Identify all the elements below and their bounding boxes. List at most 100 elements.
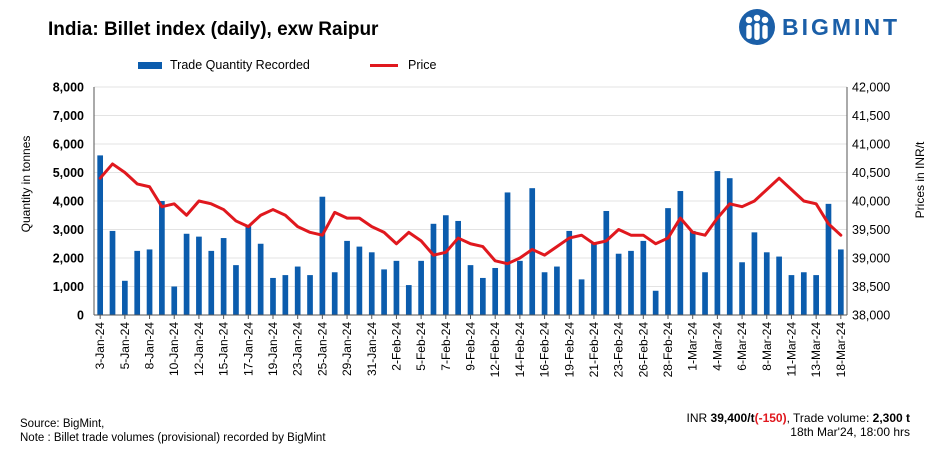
x-tick-label: 1-Mar-24	[686, 322, 700, 371]
x-tick-label: 17-Jan-24	[241, 322, 255, 376]
x-tick-label: 11-Mar-24	[784, 322, 798, 377]
bar	[282, 275, 289, 315]
right-axis-ticks: 38,000 38,500 39,000 39,500 40,000 40,500 41,0…	[852, 81, 890, 323]
bar	[442, 215, 449, 315]
bar	[368, 252, 375, 315]
y-axis-label-right: Prices in INR/t	[913, 141, 927, 218]
brand-logo: BIGMINT	[738, 8, 900, 46]
bar	[467, 265, 474, 316]
x-tick-label: 19-Jan-24	[266, 322, 280, 376]
x-tick-label: 7-Feb-24	[439, 322, 453, 371]
bar	[714, 171, 721, 315]
bar	[257, 243, 264, 315]
x-tick-label: 8-Mar-24	[760, 322, 774, 371]
bar	[739, 262, 745, 315]
bar	[344, 240, 350, 315]
x-tick-label: 4-Mar-24	[710, 322, 724, 371]
right-tick-label: 41,000	[852, 138, 890, 152]
bar	[578, 279, 585, 316]
bar	[171, 286, 178, 315]
page-title: India: Billet index (daily), exw Raipur	[48, 19, 379, 40]
left-tick-label: 7,000	[53, 109, 84, 123]
bar	[270, 277, 276, 315]
legend-item-price: Price	[370, 58, 436, 72]
bar	[109, 230, 116, 315]
legend-label-trade-quantity: Trade Quantity Recorded	[170, 58, 310, 72]
x-tick-label: 15-Jan-24	[217, 322, 231, 376]
bar	[726, 178, 733, 315]
bar	[591, 242, 597, 315]
x-tick-label: 6-Mar-24	[735, 322, 749, 371]
right-tick-label: 38,500	[852, 280, 890, 294]
bar	[837, 249, 844, 315]
bar	[677, 191, 684, 315]
bar	[183, 233, 190, 315]
right-tick-label: 39,000	[852, 252, 890, 266]
bar	[788, 275, 795, 315]
bar	[480, 277, 486, 315]
bar	[122, 280, 128, 315]
x-axis-ticks: 3-Jan-24 5-Jan-24 8-Jan-24 10-Jan-24 12-Jan-…	[93, 315, 848, 377]
left-tick-label: 4,000	[53, 195, 84, 209]
bar	[529, 188, 536, 315]
x-tick-label: 5-Feb-24	[414, 322, 428, 371]
x-tick-label: 23-Jan-24	[291, 322, 305, 376]
x-tick-label: 16-Feb-24	[538, 322, 552, 378]
left-tick-label: 8,000	[53, 81, 84, 95]
bar	[245, 225, 252, 315]
legend-item-trade-quantity: Trade Quantity Recorded	[138, 58, 310, 72]
x-tick-label: 9-Feb-24	[464, 322, 478, 371]
left-tick-label: 2,000	[53, 252, 84, 266]
price-summary-line: INR 39,400/t(-150), Trade volume: 2,300 …	[687, 411, 910, 425]
legend-bar-swatch	[138, 61, 162, 69]
x-tick-label: 26-Feb-24	[636, 322, 650, 378]
bar	[492, 267, 499, 315]
x-tick-label: 14-Feb-24	[513, 322, 527, 378]
right-tick-label: 42,000	[852, 81, 890, 95]
source-text: Source: BigMint,	[20, 418, 105, 430]
bar	[776, 256, 782, 315]
right-tick-label: 39,500	[852, 223, 890, 237]
legend-label-price: Price	[408, 58, 437, 72]
note-text: Note : Billet trade volumes (provisional…	[20, 432, 326, 444]
x-tick-label: 19-Feb-24	[562, 322, 576, 378]
x-tick-label: 29-Jan-24	[340, 322, 354, 376]
bar	[381, 269, 387, 315]
timestamp: 18th Mar'24, 18:00 hrs	[790, 425, 910, 439]
bar	[405, 285, 412, 315]
bar	[800, 272, 807, 315]
bar	[603, 210, 610, 315]
price-line	[98, 162, 843, 266]
bar	[356, 246, 363, 315]
x-tick-label: 2-Feb-24	[389, 322, 403, 371]
bar	[702, 272, 708, 315]
x-tick-label: 3-Jan-24	[93, 322, 107, 370]
price-change: (-150)	[754, 411, 787, 425]
bar	[196, 236, 202, 316]
bar	[331, 272, 338, 315]
left-axis-ticks: 0 1,000 2,000 3,000 4,000 5,000 6,000 7,000 8,00…	[53, 81, 84, 323]
right-tick-label: 41,500	[852, 109, 890, 123]
bar	[430, 223, 437, 315]
bar	[294, 266, 301, 315]
volume-value: 2,300 t	[872, 411, 910, 425]
right-tick-label: 40,500	[852, 166, 890, 180]
x-tick-label: 5-Jan-24	[118, 322, 132, 370]
bar	[541, 272, 548, 315]
x-tick-label: 31-Jan-24	[365, 322, 379, 376]
bar	[665, 208, 671, 316]
x-tick-label: 21-Feb-24	[587, 322, 601, 378]
x-tick-label: 10-Jan-24	[167, 322, 181, 376]
legend-line-swatch	[370, 63, 398, 67]
x-tick-label: 13-Mar-24	[809, 322, 823, 378]
bar	[418, 260, 424, 315]
bar	[159, 201, 165, 315]
bar	[146, 249, 153, 315]
bar	[813, 275, 819, 315]
bar	[763, 252, 770, 315]
logo-text: BIGMINT	[782, 13, 901, 40]
bar	[615, 253, 622, 315]
bar-series	[97, 155, 844, 316]
bar	[134, 250, 141, 316]
